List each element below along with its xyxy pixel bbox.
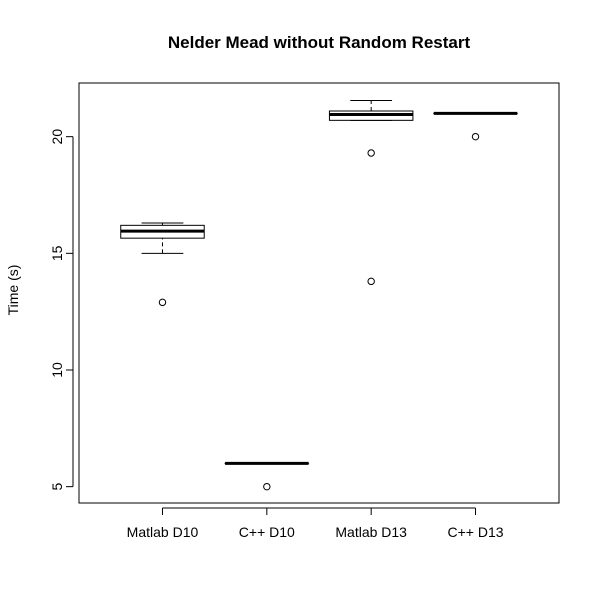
box-c-d10 [224, 461, 310, 491]
box-c-d13 [433, 111, 518, 141]
y-tick-label: 15 [49, 245, 65, 261]
y-tick-label: 20 [49, 129, 65, 145]
box-matlab-d13 [328, 100, 414, 286]
outlier-point [263, 482, 271, 491]
x-tick-label: Matlab D13 [335, 524, 407, 540]
x-tick-label: C++ D13 [447, 524, 503, 540]
outlier-point [367, 277, 375, 286]
box-matlab-d10 [120, 222, 205, 307]
x-tick-label: Matlab D10 [127, 524, 199, 540]
y-axis-title: Time (s) [5, 265, 21, 316]
outlier-point [158, 298, 167, 307]
plot-frame [78, 82, 560, 504]
y-tick-label: 5 [49, 483, 65, 491]
x-axis: Matlab D10 C++ D10 Matlab D13 C++ D13 [127, 507, 504, 540]
chart-title: Nelder Mead without Random Restart [168, 33, 471, 52]
outlier-point [471, 132, 480, 141]
boxes [120, 100, 518, 491]
x-tick-label: C++ D10 [239, 524, 295, 540]
y-axis: 5 10 15 20 [49, 129, 74, 491]
outlier-point [367, 149, 375, 157]
y-tick-label: 10 [49, 362, 65, 378]
